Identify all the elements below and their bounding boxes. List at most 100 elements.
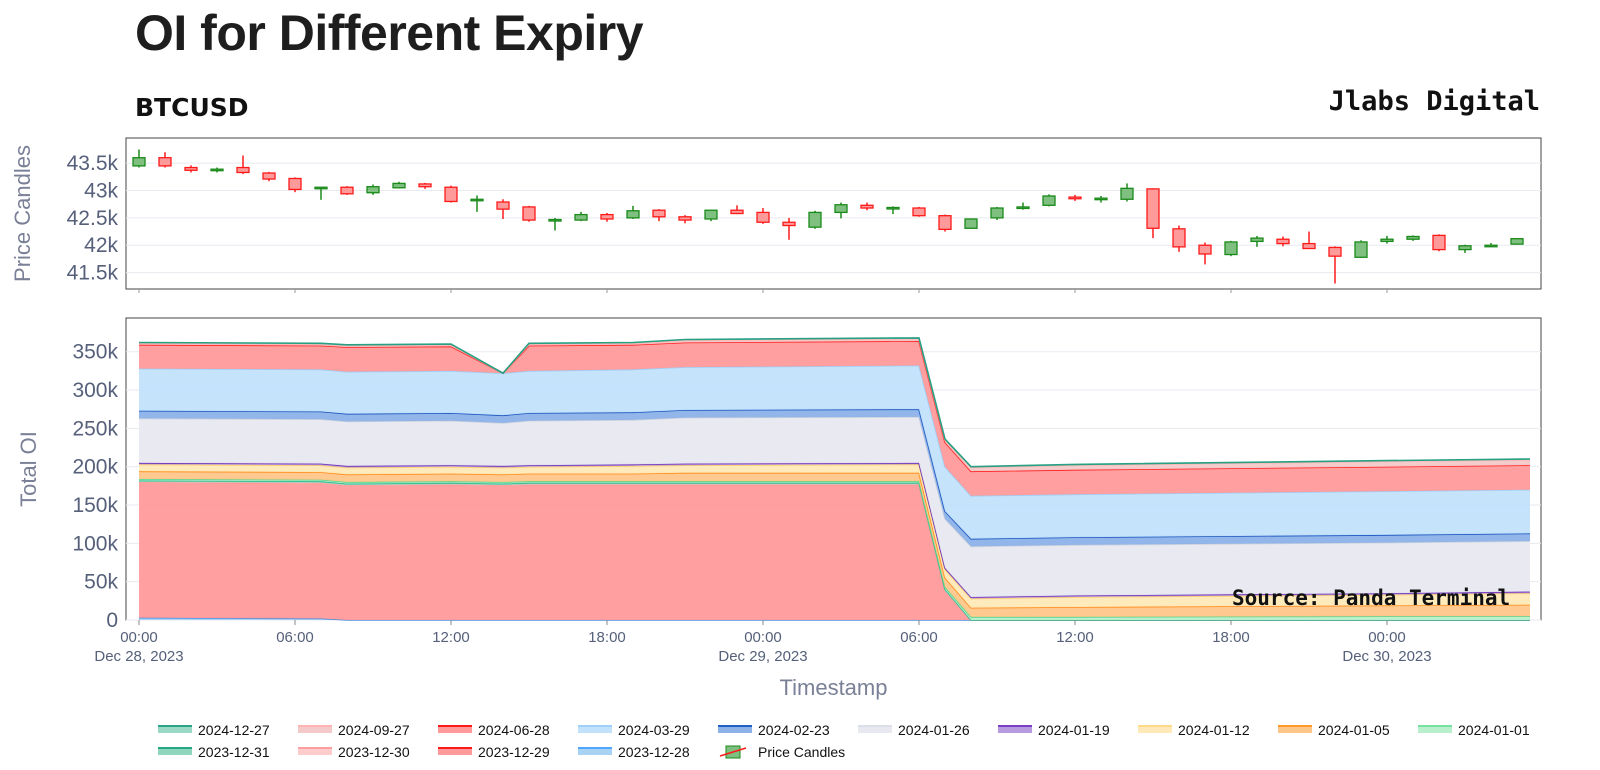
candle-body (1276, 238, 1290, 245)
oi-area-2023-12-29[interactable] (139, 482, 1530, 620)
price-candle[interactable] (912, 206, 926, 217)
legend-swatch-fill (1278, 726, 1312, 733)
candle-body (444, 186, 458, 203)
legend-item[interactable]: 2024-06-28 (438, 722, 550, 738)
legend-item[interactable]: Price Candles (719, 744, 845, 760)
candle-body (548, 218, 562, 222)
price-candle[interactable] (1302, 231, 1316, 250)
price-candle[interactable] (1458, 244, 1472, 253)
price-candle[interactable] (652, 209, 666, 222)
legend-item[interactable]: 2023-12-31 (158, 744, 270, 760)
price-candle[interactable] (418, 182, 432, 189)
price-candle[interactable] (470, 195, 484, 212)
x-tick-label: 06:00 (900, 629, 938, 646)
price-candle[interactable] (834, 202, 848, 219)
legend-item[interactable]: 2023-12-30 (298, 744, 410, 760)
price-candle[interactable] (340, 186, 354, 195)
legend-label: 2024-12-27 (198, 722, 270, 738)
oi-area-2024-01-26[interactable] (139, 416, 1530, 597)
candle-body (652, 209, 666, 218)
candle-body (808, 211, 822, 228)
price-candle[interactable] (496, 199, 510, 219)
price-candle[interactable] (808, 210, 822, 229)
price-candle[interactable] (938, 214, 952, 232)
price-candle[interactable] (548, 217, 562, 231)
legend-item[interactable]: 2024-01-19 (998, 722, 1110, 738)
price-candle[interactable] (600, 212, 614, 222)
price-candle[interactable] (1276, 236, 1290, 247)
price-candle[interactable] (1354, 240, 1368, 258)
price-candle[interactable] (756, 208, 770, 224)
candle-body (418, 183, 432, 188)
price-candle[interactable] (210, 167, 224, 173)
legend-label: 2023-12-29 (478, 744, 550, 760)
price-candle[interactable] (1406, 235, 1420, 241)
price-candle[interactable] (1172, 225, 1186, 252)
price-candle[interactable] (1328, 246, 1342, 284)
price-candle[interactable] (1146, 188, 1160, 239)
legend-item[interactable]: 2024-01-01 (1418, 722, 1530, 738)
oi-area-2024-06-28[interactable] (139, 341, 1530, 496)
x-tick-label: 00:00 (744, 629, 782, 646)
price-candle[interactable] (1198, 242, 1212, 265)
candle-body (704, 209, 718, 220)
price-candle[interactable] (1042, 194, 1056, 207)
price-candle[interactable] (236, 155, 250, 175)
price-candle[interactable] (704, 209, 718, 222)
price-candle[interactable] (886, 206, 900, 215)
price-candle[interactable] (782, 217, 796, 240)
price-candle[interactable] (626, 205, 640, 219)
legend-item[interactable]: 2024-12-27 (158, 722, 270, 738)
price-candle[interactable] (1484, 243, 1498, 248)
price-candle[interactable] (1432, 234, 1446, 252)
total-oi-panel[interactable]: 0 50k 100k 150k 200k 250k 300k 350k Total OI 00:0… (16, 317, 1542, 700)
price-candle[interactable] (574, 211, 588, 222)
x-date-label: Dec 30, 2023 (1342, 648, 1431, 665)
price-candle[interactable] (392, 181, 406, 189)
candle-body (184, 166, 198, 171)
legend-item[interactable]: 2024-01-05 (1278, 722, 1390, 738)
price-candle[interactable] (678, 215, 692, 224)
price-candle[interactable] (860, 202, 874, 211)
legend-item[interactable]: 2024-01-12 (1138, 722, 1250, 738)
price-candle[interactable] (262, 171, 276, 182)
legend-candle-mark (719, 747, 747, 757)
oi-y-tick-label: 50k (84, 571, 118, 594)
legend-swatch-fill (158, 726, 192, 733)
oi-area-2024-03-29[interactable] (139, 365, 1530, 539)
legend-item[interactable]: 2023-12-29 (438, 744, 550, 760)
legend-item[interactable]: 2024-01-26 (858, 722, 970, 738)
oi-area-2023-12-28[interactable] (139, 617, 1530, 620)
candle-body (678, 216, 692, 221)
price-candle[interactable] (1094, 195, 1108, 203)
price-candle[interactable] (184, 165, 198, 173)
price-candle[interactable] (964, 218, 978, 229)
price-candle[interactable] (444, 185, 458, 203)
price-candle[interactable] (522, 205, 536, 222)
price-candle[interactable] (1250, 235, 1264, 247)
price-candle[interactable] (1120, 183, 1134, 202)
price-candle[interactable] (1068, 194, 1082, 201)
legend-item[interactable]: 2024-02-23 (718, 722, 830, 738)
candle-body (236, 166, 250, 174)
price-candle[interactable] (158, 152, 172, 168)
price-candle[interactable] (132, 149, 146, 168)
price-candle[interactable] (314, 186, 328, 200)
legend-item[interactable]: 2023-12-28 (578, 744, 690, 760)
price-candle[interactable] (1016, 202, 1030, 210)
legend-item[interactable]: 2024-09-27 (298, 722, 410, 738)
price-candle[interactable] (730, 205, 744, 215)
price-candle[interactable] (1224, 240, 1238, 257)
price-candles-panel[interactable]: 41.5k 42k 42.5k 43k 43.5k Price Candles (10, 137, 1542, 293)
price-candle[interactable] (1510, 238, 1524, 245)
price-candle[interactable] (288, 177, 302, 193)
oi-y-tick-label: 200k (72, 456, 118, 479)
x-date-label: Dec 28, 2023 (94, 648, 183, 665)
price-candle[interactable] (1380, 235, 1394, 244)
price-candle[interactable] (990, 206, 1004, 221)
chart-title: OI for Different Expiry (135, 5, 644, 61)
legend-item[interactable]: 2024-03-29 (578, 722, 690, 738)
price-candle[interactable] (366, 184, 380, 195)
legend[interactable]: 2024-12-27 2024-09-27 2024-06-28 2024-03-29… (158, 722, 1530, 760)
